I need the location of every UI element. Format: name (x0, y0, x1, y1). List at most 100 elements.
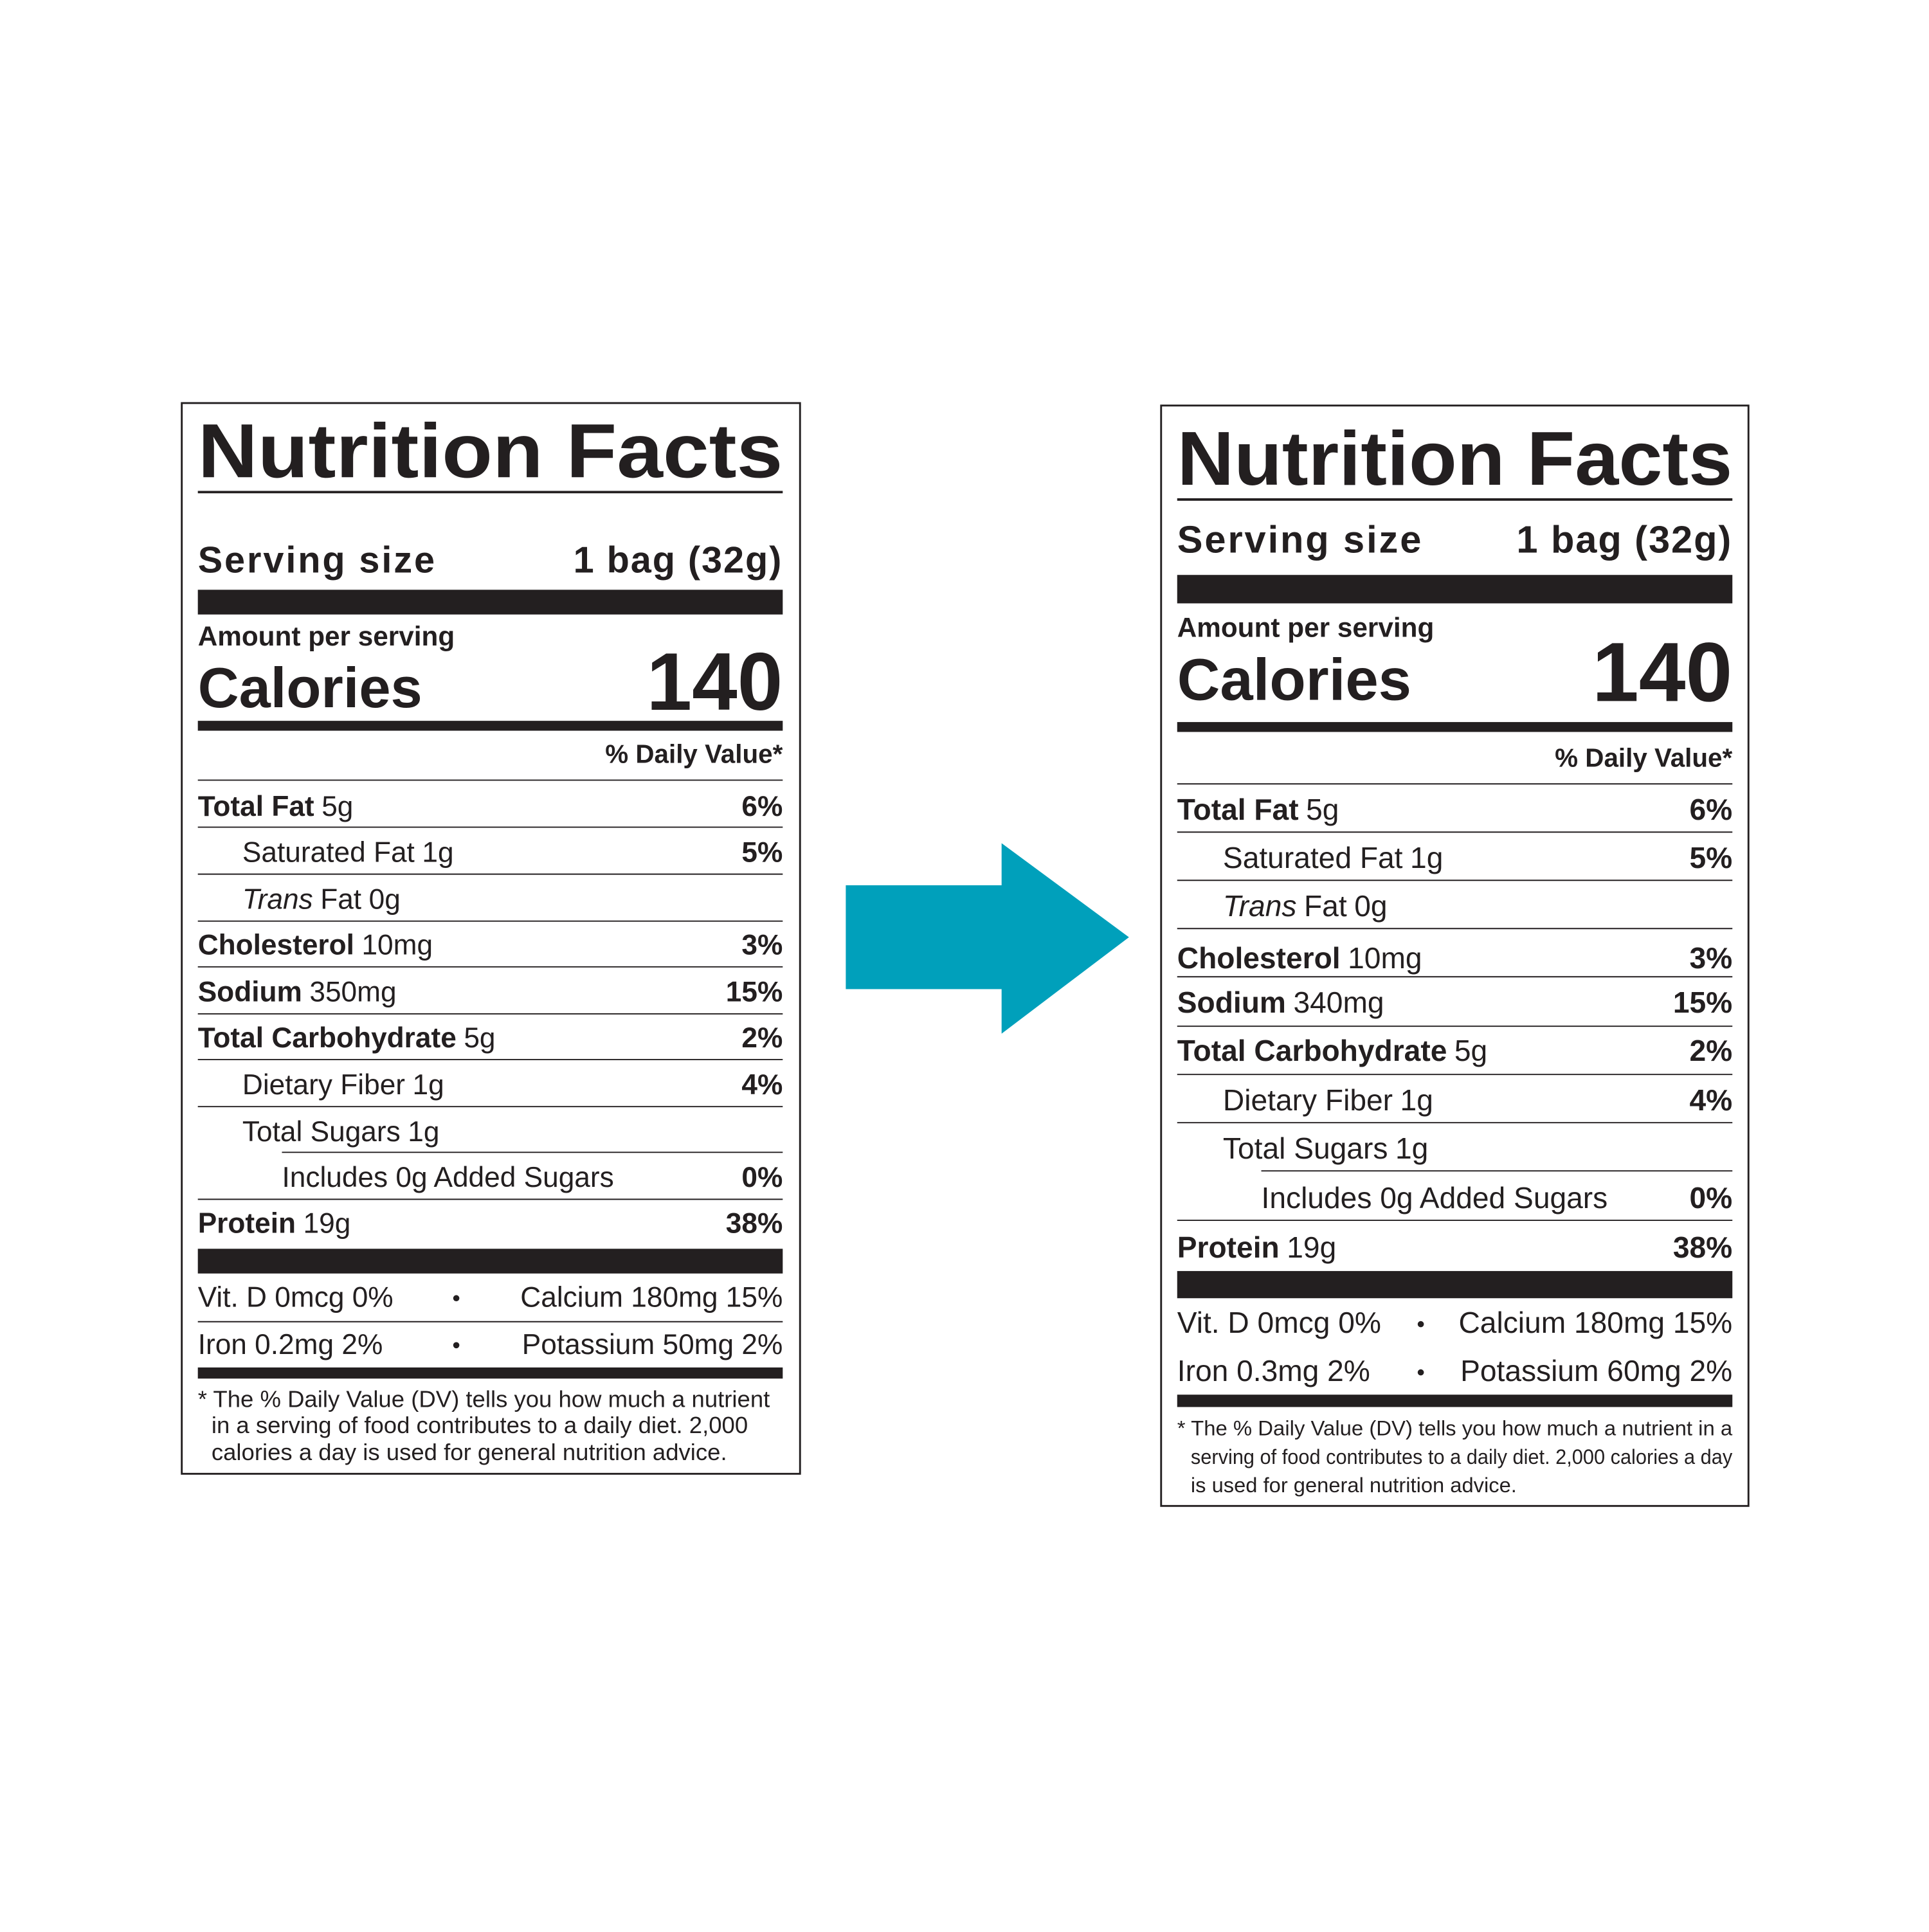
nutrient-name: Total Carbohydrate (1177, 1034, 1447, 1067)
nutrient-amount: 0g (1354, 889, 1387, 923)
thick-bar (197, 1249, 783, 1274)
nutrient-amount: 1g (408, 1116, 439, 1148)
nutrient-amount: 5g (464, 1022, 495, 1054)
nutrient-name: Dietary Fiber (1223, 1083, 1393, 1117)
nutrient-row: Trans Fat 0g (242, 883, 401, 915)
nutrient-dv: 15% (726, 977, 783, 1008)
nutrient-amount: 5g (1454, 1034, 1487, 1067)
nutrient-amount: 1g (413, 1069, 444, 1101)
calories-value: 140 (1592, 625, 1732, 719)
nutrient-row: Total Sugars 1g (1223, 1132, 1428, 1165)
vitamin-right: Potassium 50mg 2% (522, 1329, 783, 1360)
title: Nutrition Facts (1177, 416, 1732, 501)
serving-label: Serving size (198, 539, 437, 581)
nutrient-row: Sodium 350mg (198, 977, 397, 1008)
nutrient-dv: 38% (726, 1207, 783, 1239)
nutrient-name: Dietary Fiber (242, 1069, 405, 1101)
vitamin-left: Vit. D 0mcg 0% (198, 1282, 394, 1314)
nutrient-dv: 4% (1690, 1083, 1733, 1117)
nutrient-name: Total Carbohydrate (198, 1022, 457, 1054)
nutrient-dv: 6% (1690, 793, 1733, 826)
nutrient-row: Dietary Fiber 1g (242, 1069, 444, 1101)
calories-label: Calories (1177, 646, 1411, 712)
nutrient-amount: 10mg (1348, 941, 1422, 975)
nutrient-row: Includes 0g Added Sugars (282, 1162, 613, 1193)
arrow (846, 843, 1129, 1034)
thick-bar (1177, 1270, 1733, 1299)
thick-bar (197, 1367, 783, 1379)
nutrient-dv: 5% (741, 836, 783, 868)
calories-value: 140 (647, 636, 783, 727)
nutrient-row: Cholesterol 10mg (198, 930, 433, 961)
thick-bar (197, 590, 783, 615)
nutrient-dv: 15% (1673, 986, 1732, 1019)
nutrient-name: Saturated Fat (242, 836, 415, 868)
dv-header: % Daily Value* (605, 739, 783, 769)
nutrient-name-italic: Trans (242, 883, 313, 915)
footnote-line: * The % Daily Value (DV) tells you how m… (1177, 1416, 1733, 1440)
nutrition-label: Nutrition Facts Serving size 1 bag (32g) Am… (181, 402, 801, 1475)
serving-label: Serving size (1177, 518, 1424, 561)
nutrient-row: Protein 19g (198, 1207, 351, 1239)
nutrient-dv: 0% (1690, 1181, 1733, 1214)
nutrient-name-italic: Trans (1223, 889, 1297, 923)
thick-bar (1177, 575, 1733, 604)
nutrient-name: Sodium (198, 977, 302, 1008)
nutrient-row: Total Carbohydrate 5g (198, 1022, 496, 1054)
thick-bar (1177, 1395, 1733, 1407)
nutrient-name: Cholesterol (198, 930, 354, 961)
bullet (453, 1342, 460, 1349)
nutrient-row: Saturated Fat 1g (1223, 841, 1443, 874)
dv-header: % Daily Value* (1555, 743, 1732, 772)
nutrient-amount: 5g (322, 791, 353, 822)
nutrient-amount: 1g (422, 836, 453, 868)
nutrient-row: Trans Fat 0g (1223, 889, 1388, 923)
medium-bar (1177, 722, 1733, 732)
nutrient-amount: 340mg (1293, 986, 1384, 1019)
footnote-line: serving of food contributes to a daily d… (1191, 1445, 1733, 1468)
nutrient-row: Sodium 340mg (1177, 986, 1384, 1019)
nutrient-row: Total Fat 5g (1177, 793, 1339, 826)
nutrient-dv: 2% (741, 1022, 783, 1054)
nutrient-row: Total Sugars 1g (242, 1116, 440, 1148)
nutrient-dv: 3% (741, 930, 783, 961)
nutrient-row: Protein 19g (1177, 1231, 1336, 1264)
arrow-head (1001, 843, 1129, 1034)
nutrient-row: Total Carbohydrate 5g (1177, 1034, 1487, 1067)
nutrient-amount: 5g (1306, 793, 1339, 826)
nutrient-row: Total Fat 5g (198, 791, 354, 822)
vitamin-left: Vit. D 0mcg 0% (1177, 1306, 1381, 1339)
nutrient-dv: 4% (741, 1069, 783, 1101)
nutrient-amount: 0g (369, 883, 401, 915)
nutrient-dv: 38% (1673, 1231, 1732, 1264)
footnote-line: * The % Daily Value (DV) tells you how m… (198, 1386, 770, 1412)
nutrient-dv: 6% (741, 791, 783, 822)
nutrient-name: Total Fat (198, 791, 314, 822)
bullet (453, 1295, 460, 1302)
vitamin-right: Potassium 60mg 2% (1460, 1354, 1732, 1387)
nutrient-name: Cholesterol (1177, 941, 1341, 975)
footnote-line: calories a day is used for general nutri… (212, 1439, 727, 1465)
calories-label: Calories (198, 656, 422, 719)
label-border (181, 402, 801, 1475)
nutrient-name: Saturated Fat (1223, 841, 1403, 874)
serving-value: 1 bag (32g) (1516, 518, 1732, 561)
nutrient-amount: 1g (1395, 1132, 1428, 1165)
medium-bar (197, 721, 783, 731)
nutrient-amount: 10mg (361, 930, 433, 961)
nutrient-amount: 1g (1400, 1083, 1433, 1117)
vitamin-left: Iron 0.2mg 2% (198, 1329, 383, 1360)
amount-per-serving: Amount per serving (198, 621, 455, 651)
nutrient-name: Includes 0g Added Sugars (1262, 1181, 1608, 1214)
vitamin-right: Calcium 180mg 15% (1458, 1306, 1732, 1339)
nutrient-amount: 19g (1287, 1231, 1336, 1264)
nutrient-name: Sodium (1177, 986, 1286, 1019)
title: Nutrition Facts (198, 408, 783, 494)
vitamin-right: Calcium 180mg 15% (520, 1282, 783, 1314)
bullet (1417, 1321, 1424, 1328)
nutrient-name: Protein (198, 1207, 296, 1239)
nutrition-label: Nutrition Facts Serving size 1 bag (32g) Am… (1160, 404, 1750, 1507)
nutrient-dv: 5% (1690, 841, 1733, 874)
